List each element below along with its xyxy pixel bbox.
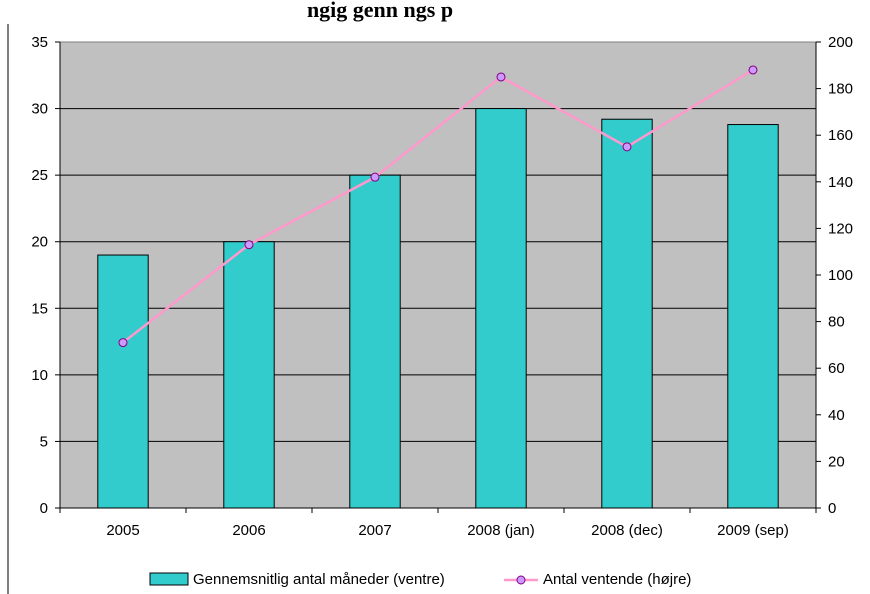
series-line	[122, 68, 754, 344]
y-right-tick-label: 80	[828, 314, 845, 331]
bar	[349, 174, 401, 509]
y-right-tick-label: 20	[828, 453, 845, 470]
bar	[223, 241, 275, 509]
y-right-tick-label: 60	[828, 360, 845, 377]
x-tick-label: 2008 (dec)	[591, 522, 663, 539]
y-right-tick-label: 40	[828, 407, 845, 424]
bar	[97, 254, 149, 509]
y-left-tick-label: 10	[31, 367, 48, 384]
x-tick-label: 2007	[358, 522, 391, 539]
y-right-tick-label: 0	[828, 500, 836, 517]
x-tick-label: 2008 (jan)	[467, 522, 535, 539]
x-tick-label: 2006	[232, 522, 265, 539]
bar	[601, 118, 653, 509]
y-left-tick-label: 30	[31, 101, 48, 118]
legend-label-bars: Gennemsnitlig antal måneder (ventre)	[193, 571, 445, 588]
gridlines	[60, 108, 816, 442]
bar	[475, 108, 527, 509]
y-left-tick-label: 20	[31, 234, 48, 251]
axes: 0 5 10 15 20 25 30 35 0 20 40 60 80 100 120 140 160 180 20…	[31, 34, 853, 539]
y-right-tick-label: 120	[828, 220, 853, 237]
y-left-tick-label: 5	[40, 433, 48, 450]
x-tick-label: 2005	[106, 522, 139, 539]
line-point	[496, 72, 506, 82]
y-left-tick-label: 25	[31, 167, 48, 184]
bar	[727, 124, 779, 509]
y-left-tick-label: 35	[31, 34, 48, 51]
plot-area	[59, 41, 817, 509]
x-tick-label: 2009 (sep)	[717, 522, 789, 539]
legend: Gennemsnitlig antal måneder (ventre) Anta…	[149, 571, 691, 588]
line-point	[118, 338, 128, 348]
line-point	[622, 142, 632, 152]
y-right-tick-label: 100	[828, 267, 853, 284]
legend-swatch-bars	[149, 572, 189, 586]
y-right-tick-label: 200	[828, 34, 853, 51]
line-point	[748, 65, 758, 75]
line-point	[244, 240, 254, 250]
chart-title: ngig genn ngs p	[307, 0, 453, 22]
legend-swatch-marker	[516, 575, 526, 585]
y-right-tick-label: 140	[828, 174, 853, 191]
y-right-tick-label: 180	[828, 81, 853, 98]
y-left-tick-label: 15	[31, 300, 48, 317]
legend-label-line: Antal ventende (højre)	[543, 571, 691, 588]
line-series	[118, 65, 758, 348]
line-point	[370, 172, 380, 182]
y-right-tick-label: 160	[828, 127, 853, 144]
bar-series	[97, 108, 779, 509]
y-left-tick-label: 0	[40, 500, 48, 517]
